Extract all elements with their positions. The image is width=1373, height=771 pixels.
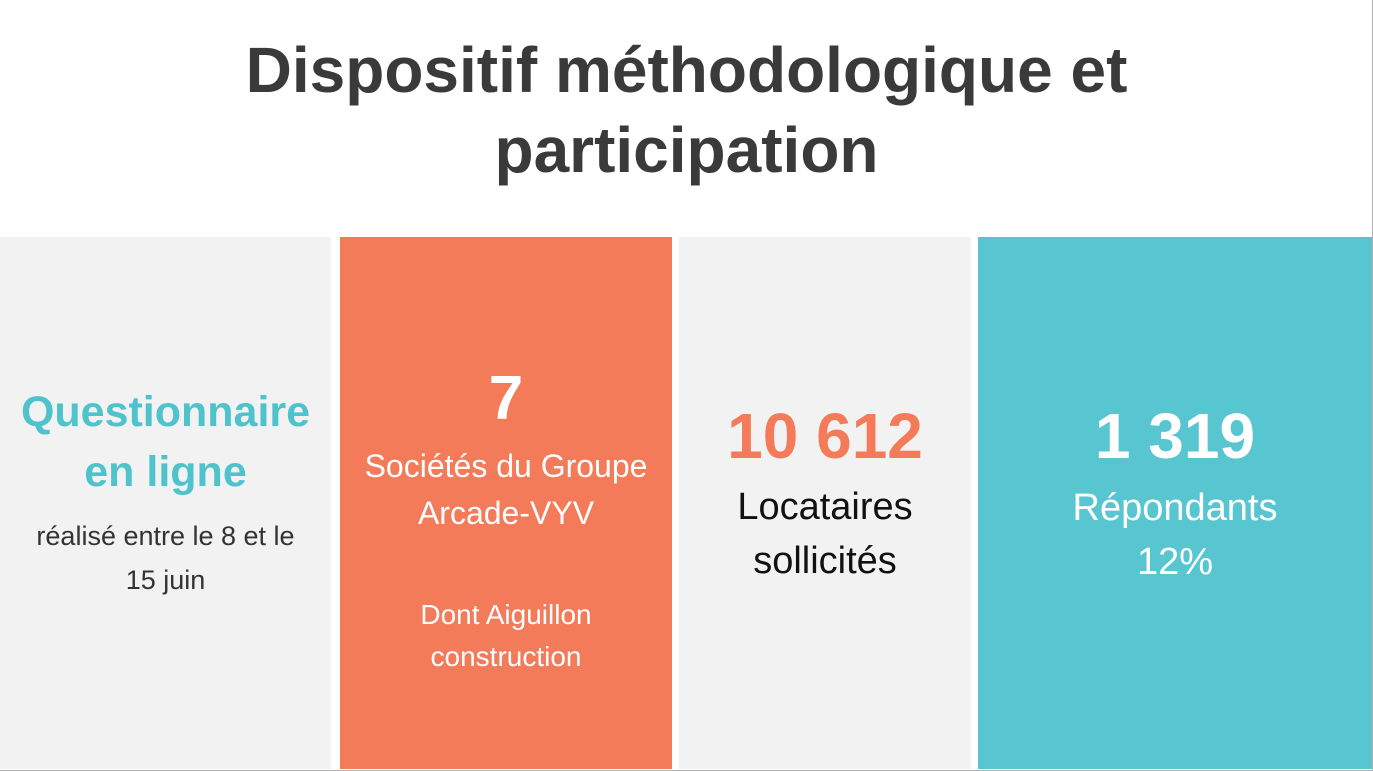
card-repondants-percentage: 12% bbox=[1136, 541, 1214, 583]
card-societes: 7 Sociétés du Groupe Arcade-VYV Dont Aig… bbox=[340, 237, 672, 769]
card-repondants-label-line-1: Répondants bbox=[1072, 487, 1278, 529]
card-locataires-number: 10 612 bbox=[727, 400, 923, 472]
card-societes-label-line-1: Sociétés du Groupe bbox=[364, 448, 648, 484]
card-locataires-label-line-2: sollicités bbox=[753, 540, 897, 582]
card-societes-note: Dont Aiguillon construction bbox=[340, 594, 672, 678]
card-locataires: 10 612 Locataires sollicités bbox=[679, 237, 971, 769]
card-societes-label: Sociétés du Groupe Arcade-VYV bbox=[340, 443, 672, 537]
card-societes-note-line-1: Dont Aiguillon bbox=[420, 599, 592, 630]
card-repondants-number: 1 319 bbox=[1094, 400, 1256, 472]
card-societes-number: 7 bbox=[488, 364, 524, 433]
card-locataires-label: Locataires sollicités bbox=[679, 480, 971, 588]
card-societes-label-line-2: Arcade-VYV bbox=[417, 495, 595, 531]
slide-title: Dispositif méthodologique et participati… bbox=[0, 30, 1373, 190]
card-questionnaire-dates-line-2: 15 juin bbox=[125, 565, 206, 595]
card-societes-note-line-2: construction bbox=[430, 641, 582, 672]
slide-title-line-1: Dispositif méthodologique et bbox=[245, 34, 1128, 106]
card-questionnaire-dates: réalisé entre le 8 et le 15 juin bbox=[0, 514, 331, 602]
card-questionnaire: Questionnaire en ligne réalisé entre le … bbox=[0, 237, 331, 769]
card-questionnaire-heading-line-1: Questionnaire bbox=[20, 388, 311, 436]
card-questionnaire-heading-line-2: en ligne bbox=[84, 448, 247, 496]
card-repondants: 1 319 Répondants 12% bbox=[978, 237, 1372, 769]
slide-title-line-2: participation bbox=[494, 114, 879, 186]
card-questionnaire-heading: Questionnaire en ligne bbox=[0, 382, 331, 502]
card-locataires-label-line-1: Locataires bbox=[737, 486, 913, 528]
card-repondants-label: Répondants 12% bbox=[978, 481, 1372, 589]
card-questionnaire-dates-line-1: réalisé entre le 8 et le bbox=[36, 521, 295, 551]
